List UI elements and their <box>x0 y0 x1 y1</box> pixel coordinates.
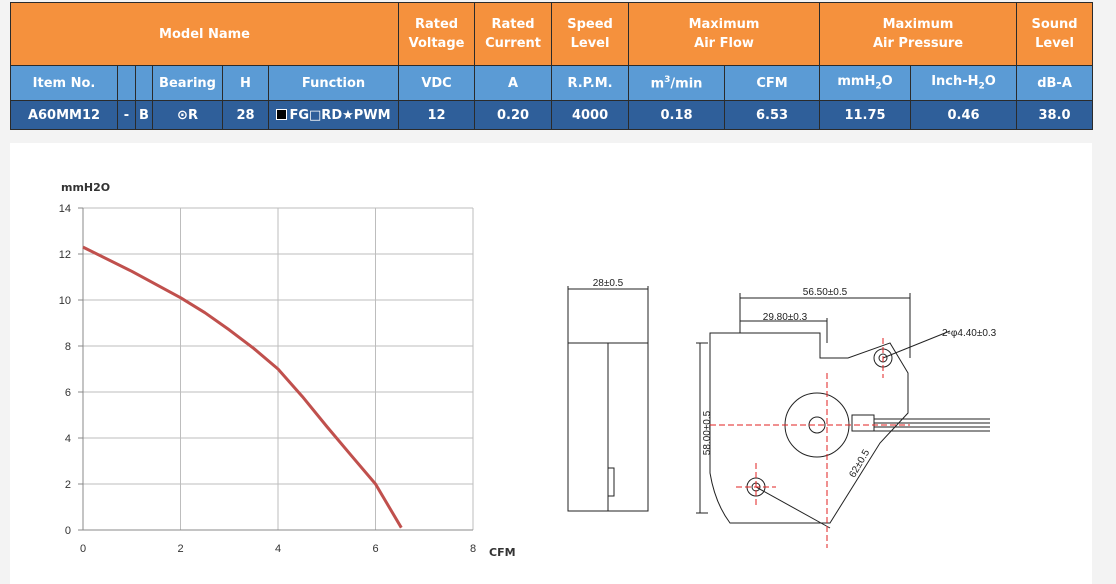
side-view-connector <box>607 467 615 497</box>
bearing-symbol-icon: ⊙ <box>177 107 188 123</box>
dimension-drawing: 28±0.5 <box>567 278 997 548</box>
h-cell: 28 <box>222 100 269 130</box>
m3min-cell: 0.18 <box>628 100 726 130</box>
spec-table: Model Name Rated Voltage Rated Current Spe… <box>9 2 1094 130</box>
cfm-cell: 6.53 <box>724 100 821 130</box>
pq-curve-chart: 0 2 4 6 8 10 12 14 0 2 4 6 8 mmH2O CFM <box>59 181 516 559</box>
vdc-cell: 12 <box>398 100 476 130</box>
y-tick-label: 0 <box>65 525 71 537</box>
y-tick-label: 4 <box>65 433 71 445</box>
mmh2o-cell: 11.75 <box>819 100 912 130</box>
rpm-cell: 4000 <box>551 100 630 130</box>
filled-square-icon <box>276 108 288 120</box>
half-width-dim: 29.80±0.3 <box>763 312 808 323</box>
center-lines <box>710 338 910 548</box>
y-tick-label: 10 <box>59 295 71 307</box>
speed-level-header: Speed Level <box>551 2 630 66</box>
total-width-dim: 56.50±0.5 <box>803 287 848 298</box>
bearing-header: Bearing <box>152 65 223 101</box>
data-row: A60MM12 - B ⊙R 28 FG□RD★PWM 12 0.20 4000… <box>10 100 1094 130</box>
x-tick-label: 8 <box>470 543 476 555</box>
front-view-outline <box>709 332 909 524</box>
y-tick-label: 6 <box>65 387 71 399</box>
h-header: H <box>222 65 269 101</box>
max-air-flow-header: Maximum Air Flow <box>628 2 821 66</box>
x-tick-label: 6 <box>372 543 378 555</box>
content-panel: 0 2 4 6 8 10 12 14 0 2 4 6 8 mmH2O CFM 28±0.5 <box>10 143 1092 584</box>
bearing-cell: ⊙R <box>152 100 223 130</box>
rpm-header: R.P.M. <box>551 65 630 101</box>
amp-cell: 0.20 <box>474 100 553 130</box>
side-view <box>567 286 649 512</box>
dba-cell: 38.0 <box>1016 100 1094 130</box>
amp-header: A <box>474 65 553 101</box>
item-no-header: Item No. <box>10 65 118 101</box>
blank-header-2 <box>135 65 153 101</box>
inch-h2o-header: Inch-H2O <box>910 65 1018 101</box>
function-cell: FG□RD★PWM <box>267 100 400 130</box>
model-name-header: Model Name <box>9 2 400 66</box>
pq-curve-line <box>82 245 403 529</box>
header-row-1: Model Name Rated Voltage Rated Current Spe… <box>9 2 1094 66</box>
side-width-dim: 28±0.5 <box>593 278 624 289</box>
header-row-2: Item No. Bearing H Function VDC A R.P.M.… <box>10 65 1094 101</box>
inch-h2o-cell: 0.46 <box>910 100 1018 130</box>
function-header: Function <box>267 65 400 101</box>
dba-header: dB-A <box>1016 65 1094 101</box>
x-tick-label: 2 <box>177 543 183 555</box>
item-no-cell: A60MM12 <box>10 100 118 130</box>
max-air-pressure-header: Maximum Air Pressure <box>819 2 1018 66</box>
y-tick-label: 12 <box>59 249 71 261</box>
side-view-section <box>567 342 609 512</box>
y-tick-label: 8 <box>65 341 71 353</box>
y-tick-label: 14 <box>59 203 71 215</box>
m3min-header: m3/min <box>628 65 726 101</box>
sound-level-header: Sound Level <box>1016 2 1094 66</box>
x-tick-label: 4 <box>275 543 281 555</box>
dash-cell: - <box>117 100 136 130</box>
x-axis-label: CFM <box>489 546 516 559</box>
y-axis-label: mmH2O <box>61 181 110 194</box>
vdc-header: VDC <box>398 65 476 101</box>
height-dim: 58.00±0.5 <box>702 410 713 455</box>
y-tick-label: 2 <box>65 479 71 491</box>
rated-current-header: Rated Current <box>474 2 553 66</box>
x-tick-label: 0 <box>80 543 86 555</box>
mmh2o-header: mmH2O <box>819 65 912 101</box>
rated-voltage-header: Rated Voltage <box>398 2 476 66</box>
code-cell: B <box>135 100 153 130</box>
holes-dim: 2-φ4.40±0.3 <box>942 328 997 339</box>
blank-header-1 <box>117 65 136 101</box>
cfm-header: CFM <box>724 65 821 101</box>
